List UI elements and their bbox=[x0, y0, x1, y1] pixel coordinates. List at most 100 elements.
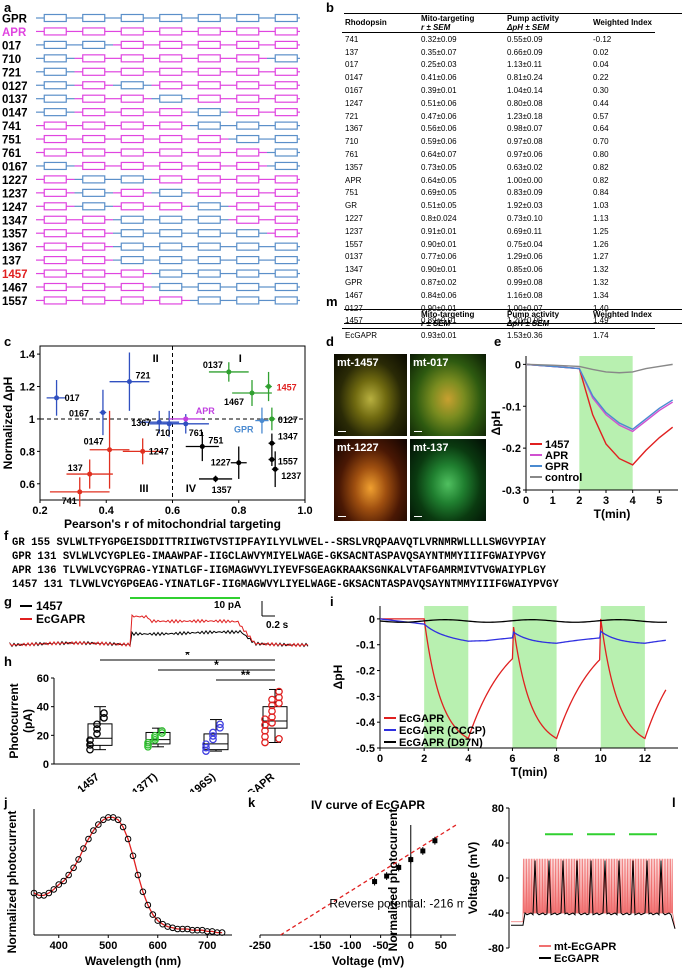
table-cell: 1.32 bbox=[593, 265, 609, 275]
helix-box bbox=[43, 175, 67, 184]
helix-box bbox=[197, 27, 221, 36]
construct-label: 137 bbox=[2, 256, 21, 268]
y-axis-label: ΔpH bbox=[331, 665, 345, 690]
table-row: 1357 0.73±0.05 0.63±0.02 0.82 bbox=[342, 161, 655, 174]
helix-box bbox=[120, 27, 144, 36]
table-cell: 0.64±0.07 bbox=[421, 150, 457, 160]
table-cell: 0.30 bbox=[593, 86, 609, 96]
sequence-row: 1457 131 TLVWLVCYGPGEAG-YINATLGF-IIGMAGW… bbox=[12, 579, 559, 591]
x-tick-label: 1457(G196S) bbox=[160, 771, 219, 792]
legend-label: mt-EcGAPR bbox=[554, 941, 616, 953]
point-label: 761 bbox=[189, 428, 204, 438]
data-point bbox=[202, 740, 210, 749]
data-point bbox=[134, 871, 142, 879]
m-cell: 0.93±0.01 bbox=[421, 330, 457, 340]
helix-box bbox=[274, 54, 298, 63]
data-point bbox=[90, 827, 97, 834]
legend-label: EcGAPR bbox=[399, 713, 444, 725]
helix-box bbox=[43, 242, 67, 251]
point-label: APR bbox=[196, 406, 216, 416]
table-row: 741 0.32±0.09 0.55±0.09 -0.12 bbox=[342, 32, 655, 46]
helix-box bbox=[82, 269, 106, 278]
table-row: 0127 0.90±0.01 1.00±0.07 1.40 bbox=[342, 302, 655, 315]
table-row: 0147 0.41±0.06 0.81±0.24 0.22 bbox=[342, 71, 655, 84]
quadrant-III: III bbox=[139, 483, 148, 495]
marker bbox=[107, 447, 113, 453]
helix-box bbox=[82, 175, 106, 184]
marker bbox=[259, 418, 265, 424]
table-row: GR 0.51±0.05 1.92±0.03 1.03 bbox=[342, 199, 655, 212]
table-cell: 1.04±0.14 bbox=[507, 86, 543, 96]
helix-box bbox=[197, 161, 221, 171]
helix-box bbox=[159, 256, 183, 265]
helix-box bbox=[43, 54, 67, 63]
table-cell: 0.90±0.01 bbox=[421, 303, 457, 313]
x-tick-label: 12 bbox=[639, 753, 651, 765]
construct-label: 710 bbox=[2, 54, 21, 66]
table-cell: 0.80±0.08 bbox=[507, 98, 543, 108]
helix-box bbox=[43, 215, 67, 224]
y-tick-label: 0 bbox=[515, 359, 521, 371]
y-tick-label: 60 bbox=[37, 673, 49, 685]
point-label: 1227 bbox=[211, 458, 231, 468]
helix-box bbox=[159, 229, 183, 238]
helix-box bbox=[236, 161, 260, 171]
helix-box bbox=[120, 175, 144, 184]
helix-box bbox=[236, 108, 260, 117]
helix-box bbox=[274, 13, 298, 23]
table-cell: 0.32±0.09 bbox=[421, 34, 457, 44]
data-point-741: 741 bbox=[49, 477, 110, 507]
table-row: 1367 0.56±0.06 0.98±0.07 0.64 bbox=[342, 123, 655, 136]
y-axis-label: ΔpH bbox=[490, 411, 503, 436]
x-tick-label: -250 bbox=[249, 940, 271, 952]
table-cell: 1.00±0.07 bbox=[507, 303, 543, 313]
construct-label: GPR bbox=[2, 14, 28, 26]
helix-box bbox=[197, 67, 221, 76]
y-tick-label: -0.4 bbox=[356, 717, 376, 729]
helix-box bbox=[82, 188, 106, 197]
construct-label: 1367 bbox=[2, 242, 28, 254]
y-tick-label: 0 bbox=[369, 614, 375, 626]
significance-label: * bbox=[185, 652, 190, 662]
construct-label: 0137 bbox=[2, 94, 28, 106]
data-point bbox=[119, 823, 127, 831]
data-point bbox=[144, 901, 152, 909]
table-cell: 0.41±0.06 bbox=[421, 73, 457, 83]
helix-box bbox=[120, 121, 144, 130]
table-m-top-rule bbox=[344, 309, 682, 310]
box-1457(G196S) bbox=[202, 719, 229, 755]
x-tick-label: 10 bbox=[595, 753, 607, 765]
table-cell: 1.32 bbox=[593, 278, 609, 288]
point-label: 721 bbox=[135, 371, 150, 381]
y-tick-label: -80 bbox=[488, 943, 504, 955]
helix-box bbox=[120, 269, 144, 278]
point-label: GPR bbox=[234, 425, 254, 435]
helix-box bbox=[43, 296, 67, 305]
y-tick-label: 80 bbox=[492, 803, 504, 815]
y-axis-label: Photocurrent bbox=[7, 683, 21, 758]
micrograph-mt-017: mt-017 bbox=[410, 354, 486, 436]
construct-label: 1227 bbox=[2, 175, 28, 187]
helix-box bbox=[82, 242, 106, 251]
construct-label: 761 bbox=[2, 148, 22, 160]
helix-box bbox=[43, 161, 67, 171]
quadrant-II: II bbox=[153, 353, 159, 365]
table-cell: 0.80 bbox=[593, 150, 609, 160]
table-cell: 0.51±0.05 bbox=[421, 201, 457, 211]
helix-box bbox=[43, 81, 67, 90]
helix-box bbox=[159, 215, 183, 224]
data-point bbox=[149, 911, 157, 918]
table-cell: 1367 bbox=[345, 124, 363, 134]
helix-box bbox=[197, 108, 221, 117]
x-tick-label: 4 bbox=[630, 495, 637, 507]
micrograph-mt-1457: mt-1457 bbox=[334, 354, 407, 436]
panel-label-l: l bbox=[672, 795, 676, 810]
helix-box bbox=[197, 188, 221, 197]
x-tick-label: -150 bbox=[309, 940, 331, 952]
x-axis-label: Wavelength (nm) bbox=[85, 954, 181, 968]
x-tick-label: 500 bbox=[99, 940, 117, 952]
table-cell: 0.04 bbox=[593, 60, 609, 70]
helix-box bbox=[274, 94, 298, 103]
sequence-row: GR 155 SVLWLTFYGPGEISDDITTRIIWGTVSTIPFAY… bbox=[12, 537, 547, 549]
table-cell: 721 bbox=[345, 111, 359, 121]
